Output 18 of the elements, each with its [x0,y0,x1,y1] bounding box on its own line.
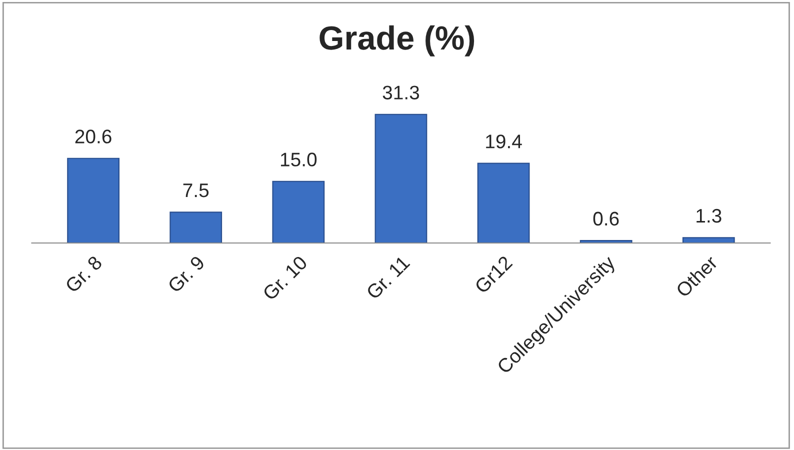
data-label: 19.4 [486,134,522,148]
bar [682,237,735,243]
bar [170,212,222,243]
data-label: 0.6 [593,212,619,226]
bar [272,180,325,243]
x-tick-label: Gr. 8 [64,255,103,294]
data-label: 20.6 [75,130,112,144]
x-tick-label: Gr. 9 [167,255,206,294]
data-label: 1.3 [696,208,722,223]
bar [477,162,530,243]
bar [374,114,428,243]
data-label: 31.3 [382,86,420,100]
chart-title: Grade (%) [320,25,474,56]
data-label: 7.5 [183,184,209,198]
bar [67,158,120,243]
data-label: 15.0 [280,152,317,166]
x-tick-label: Gr. 10 [262,255,308,301]
x-tick-label: Gr. 11 [366,255,410,300]
